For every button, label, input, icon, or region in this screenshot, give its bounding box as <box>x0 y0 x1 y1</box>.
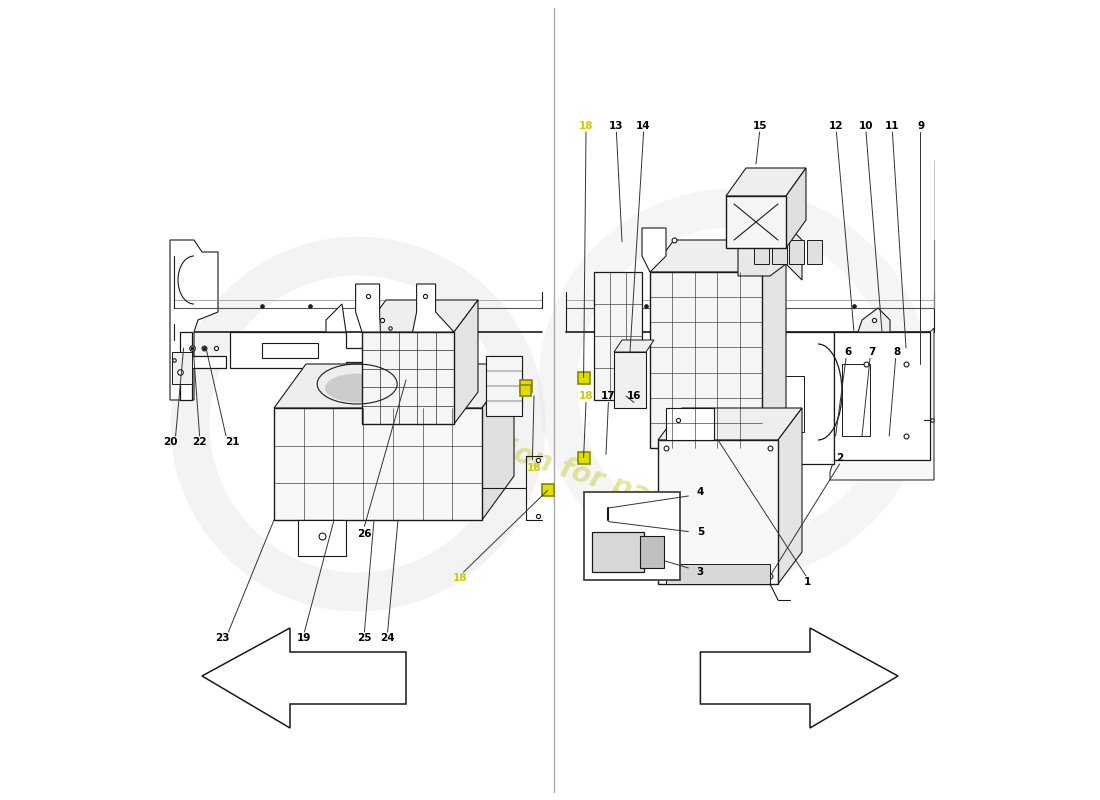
Polygon shape <box>762 240 786 448</box>
Polygon shape <box>180 332 226 400</box>
Text: 5: 5 <box>696 526 704 537</box>
Ellipse shape <box>326 374 389 402</box>
Polygon shape <box>786 168 806 248</box>
Text: 18: 18 <box>579 121 593 130</box>
Text: 13: 13 <box>609 121 624 130</box>
Bar <box>486 356 522 416</box>
Text: 18: 18 <box>453 574 468 583</box>
Polygon shape <box>355 284 381 332</box>
Bar <box>173 352 192 384</box>
Bar <box>789 240 804 264</box>
Bar <box>806 240 822 264</box>
Bar <box>640 536 664 568</box>
Bar <box>782 376 804 432</box>
Text: 23: 23 <box>214 634 229 643</box>
Text: 7: 7 <box>868 347 876 357</box>
Polygon shape <box>834 332 929 460</box>
Bar <box>666 564 770 584</box>
Text: 15: 15 <box>752 121 767 130</box>
Bar <box>754 240 769 264</box>
Text: 21: 21 <box>226 438 240 447</box>
Text: 14: 14 <box>636 121 651 130</box>
Polygon shape <box>642 228 666 272</box>
Polygon shape <box>778 408 802 584</box>
Text: 4: 4 <box>696 487 704 497</box>
Bar <box>771 240 786 264</box>
Polygon shape <box>701 628 898 728</box>
Text: 1: 1 <box>804 578 811 587</box>
Bar <box>842 364 870 436</box>
Bar <box>298 520 346 556</box>
Text: 22: 22 <box>192 438 207 447</box>
Bar <box>362 332 454 424</box>
Bar <box>578 452 590 464</box>
Polygon shape <box>382 304 414 332</box>
Text: 26: 26 <box>358 529 372 538</box>
Text: 18: 18 <box>579 391 593 401</box>
Text: 2: 2 <box>836 453 844 462</box>
Bar <box>578 372 590 384</box>
Text: 6: 6 <box>844 347 851 357</box>
Text: 11: 11 <box>886 121 900 130</box>
Text: 16: 16 <box>627 391 641 401</box>
Text: 19: 19 <box>297 634 311 643</box>
Polygon shape <box>366 314 398 332</box>
Bar <box>486 356 522 408</box>
Polygon shape <box>482 364 514 520</box>
Polygon shape <box>326 304 346 332</box>
Polygon shape <box>362 300 478 332</box>
Bar <box>519 380 531 392</box>
Polygon shape <box>170 240 218 400</box>
Text: 24: 24 <box>381 634 395 643</box>
Polygon shape <box>726 168 806 196</box>
Text: 12: 12 <box>829 121 844 130</box>
Bar <box>519 385 531 396</box>
Bar <box>594 272 642 400</box>
Text: 8: 8 <box>893 347 901 357</box>
Text: a passion for parts: a passion for parts <box>406 405 694 523</box>
Bar <box>262 343 318 358</box>
Text: 9: 9 <box>917 121 925 130</box>
Polygon shape <box>738 224 802 280</box>
Polygon shape <box>454 300 478 424</box>
Text: 20: 20 <box>163 438 177 447</box>
Polygon shape <box>412 284 454 332</box>
Polygon shape <box>650 240 786 272</box>
Polygon shape <box>230 332 422 368</box>
Bar <box>584 492 681 580</box>
Text: 3: 3 <box>696 567 704 577</box>
Text: 25: 25 <box>358 634 372 643</box>
Polygon shape <box>666 408 714 440</box>
Polygon shape <box>858 308 890 332</box>
Polygon shape <box>274 364 514 408</box>
Bar <box>542 484 554 496</box>
Polygon shape <box>614 340 654 352</box>
Bar <box>593 532 645 572</box>
Text: 10: 10 <box>859 121 873 130</box>
Polygon shape <box>830 328 934 480</box>
Polygon shape <box>774 332 834 464</box>
Text: 17: 17 <box>601 391 616 401</box>
Bar <box>614 352 646 408</box>
Bar <box>726 196 786 248</box>
Bar <box>274 408 482 520</box>
Bar <box>658 440 778 584</box>
Bar <box>650 272 762 448</box>
Polygon shape <box>658 408 802 440</box>
Text: 18: 18 <box>527 463 541 473</box>
Polygon shape <box>202 628 406 728</box>
